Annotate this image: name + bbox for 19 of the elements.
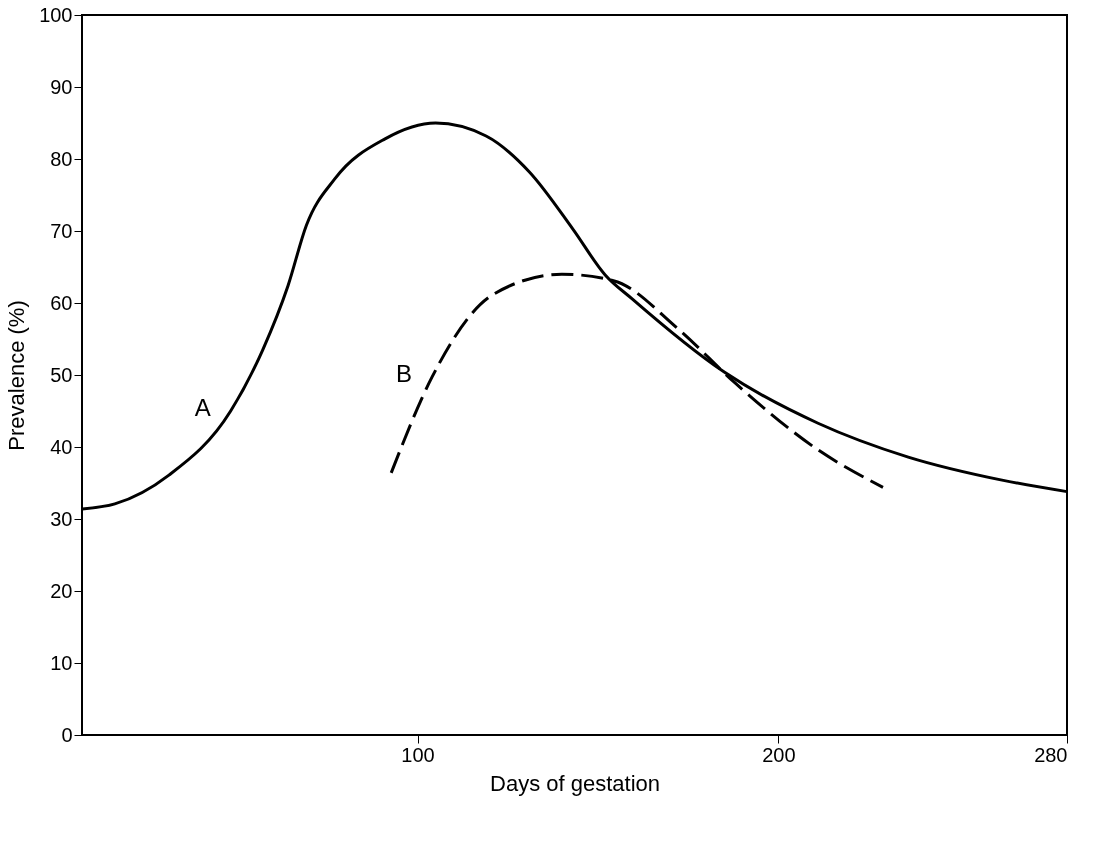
y-tick-label: 90 — [50, 75, 73, 98]
y-tick-label: 40 — [50, 435, 73, 458]
y-tick-label: 100 — [39, 3, 73, 26]
line-series — [389, 272, 885, 489]
y-tick-label: 10 — [50, 651, 73, 674]
x-axis-title: Days of gestation — [490, 770, 660, 796]
y-tick-label: 20 — [50, 579, 73, 602]
series-label: A — [194, 394, 211, 421]
y-tick-label: 80 — [50, 147, 73, 170]
x-tick-label: 100 — [401, 743, 435, 766]
y-axis-title: Prevalence (%) — [4, 300, 30, 451]
y-tick-label: 60 — [50, 291, 73, 314]
x-tick-label: 200 — [762, 743, 796, 766]
y-tick-label: 70 — [50, 219, 73, 242]
y-tick-label: 50 — [50, 363, 73, 386]
y-tick-label: 30 — [50, 507, 73, 530]
y-tick-label: 0 — [61, 723, 73, 746]
x-tick-label: 280 — [1034, 743, 1068, 766]
series-label: B — [395, 360, 412, 388]
